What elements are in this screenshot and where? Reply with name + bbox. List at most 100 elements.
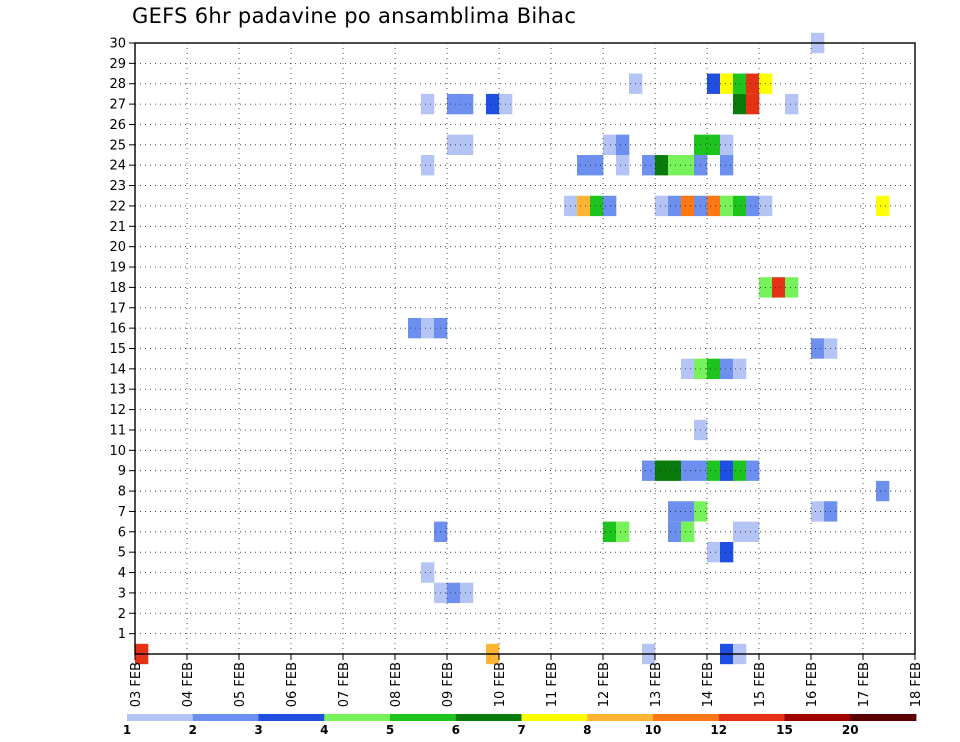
- heatmap-cell: [655, 460, 669, 481]
- heatmap-cell: [707, 73, 721, 94]
- legend-label: 3: [254, 723, 262, 737]
- heatmap-cell: [460, 93, 474, 115]
- legend-label: 7: [517, 723, 525, 737]
- heatmap-cell: [460, 134, 474, 156]
- chart-title: GEFS 6hr padavine po ansamblima Bihac: [132, 4, 577, 28]
- heatmap-cell: [603, 134, 617, 156]
- y-tick-label: 10: [109, 444, 126, 459]
- heatmap-cell: [746, 195, 760, 217]
- y-tick-label: 30: [109, 37, 126, 52]
- heatmap-cell: [746, 93, 760, 115]
- x-tick-label: 07 FEB: [337, 662, 352, 707]
- y-tick-label: 7: [118, 505, 126, 520]
- legend-label: 1: [123, 723, 131, 737]
- legend-label: 10: [645, 723, 662, 737]
- heatmap-cell: [590, 195, 604, 217]
- x-tick-label: 16 FEB: [805, 662, 820, 707]
- legend-swatch: [718, 714, 785, 721]
- heatmap-cell: [668, 155, 682, 176]
- heatmap-cell: [720, 134, 734, 156]
- heatmap-cell: [746, 460, 760, 481]
- heatmap-cells: [135, 32, 890, 665]
- x-tick-label: 11 FEB: [545, 662, 560, 707]
- heatmap-cell: [746, 73, 760, 94]
- heatmap-cell: [720, 73, 734, 94]
- heatmap-cell: [421, 155, 435, 176]
- x-tick-label: 14 FEB: [701, 662, 716, 707]
- x-tick-label: 06 FEB: [285, 662, 300, 707]
- x-tick-label: 13 FEB: [649, 662, 664, 707]
- heatmap-cell: [681, 460, 695, 481]
- heatmap-cell: [785, 93, 799, 115]
- heatmap-cell: [577, 155, 591, 176]
- x-tick-label: 15 FEB: [753, 662, 768, 707]
- y-tick-label: 22: [109, 199, 126, 214]
- y-tick-label: 20: [109, 240, 126, 255]
- heatmap-cell: [616, 521, 630, 542]
- y-tick-label: 26: [109, 118, 126, 133]
- heatmap-cell: [590, 155, 604, 176]
- heatmap-cell: [681, 195, 695, 217]
- y-tick-label: 4: [118, 566, 126, 581]
- heatmap-cell: [720, 460, 734, 481]
- heatmap-cell: [681, 358, 695, 380]
- heatmap-cell: [876, 195, 890, 217]
- x-tick-label: 17 FEB: [857, 662, 872, 707]
- y-tick-label: 17: [109, 301, 126, 316]
- heatmap-cell: [720, 358, 734, 380]
- heatmap-cell: [447, 134, 461, 156]
- legend-swatch: [784, 714, 851, 721]
- y-tick-label: 15: [109, 342, 126, 357]
- heatmap-cell: [720, 195, 734, 217]
- heatmap-cell: [733, 73, 747, 94]
- y-tick-label: 2: [118, 607, 126, 622]
- heatmap-cell: [785, 277, 799, 298]
- y-tick-label: 5: [118, 546, 126, 561]
- legend-swatch: [192, 714, 259, 721]
- x-tick-label: 10 FEB: [493, 662, 508, 707]
- legend-swatch: [390, 714, 457, 721]
- y-tick-label: 12: [109, 403, 126, 418]
- heatmap-cell: [733, 358, 747, 380]
- heatmap-cell: [707, 541, 721, 563]
- heatmap-cell: [707, 195, 721, 217]
- legend-swatch: [521, 714, 588, 721]
- legend-swatch: [850, 714, 917, 721]
- legend-swatch: [587, 714, 654, 721]
- x-tick-label: 12 FEB: [597, 662, 612, 707]
- heatmap-cell: [746, 521, 760, 542]
- x-axis: 03 FEB 04 FEB 05 FEB 06 FEB 07 FEB 08 FEB 09 F…: [129, 654, 924, 707]
- heatmap-cell: [681, 501, 695, 522]
- heatmap-cell: [668, 195, 682, 217]
- heatmap-cell: [876, 480, 890, 502]
- color-legend: 1 2 3 4 5 6 7 8 10 12 15 20: [123, 714, 917, 737]
- grid-lines: [135, 43, 915, 654]
- y-tick-label: 1: [118, 627, 126, 642]
- heatmap-cell: [707, 134, 721, 156]
- legend-swatch: [324, 714, 391, 721]
- heatmap-cell: [421, 93, 435, 115]
- x-tick-label: 08 FEB: [389, 662, 404, 707]
- heatmap-cell: [486, 93, 500, 115]
- heatmap-cell: [642, 155, 656, 176]
- y-tick-label: 14: [109, 362, 126, 377]
- heatmap-cell: [460, 582, 474, 604]
- legend-label: 8: [583, 723, 591, 737]
- y-tick-label: 8: [118, 485, 126, 500]
- y-tick-label: 23: [109, 179, 126, 194]
- y-tick-label: 29: [109, 57, 126, 72]
- y-tick-label: 21: [109, 220, 126, 235]
- heatmap-cell: [720, 155, 734, 176]
- heatmap-cell: [707, 460, 721, 481]
- legend-label: 4: [320, 723, 328, 737]
- heatmap-cell: [733, 195, 747, 217]
- legend-label: 12: [710, 723, 727, 737]
- y-tick-label: 18: [109, 281, 126, 296]
- heatmap-cell: [811, 501, 825, 522]
- legend-label: 5: [386, 723, 394, 737]
- legend-swatch: [258, 714, 325, 721]
- heatmap-cell: [408, 317, 422, 339]
- heatmap-cell: [681, 521, 695, 542]
- heatmap-cell: [447, 93, 461, 115]
- legend-label: 15: [776, 723, 793, 737]
